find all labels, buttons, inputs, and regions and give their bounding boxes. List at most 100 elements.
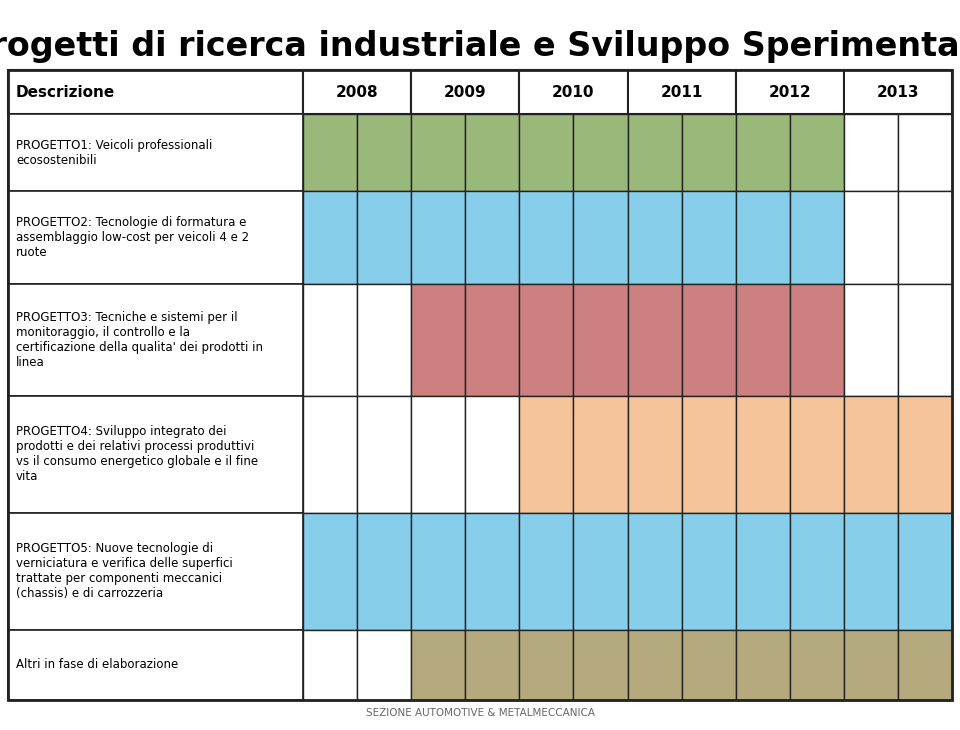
Bar (466, 284, 519, 396)
Bar (790, 512, 844, 630)
Bar (357, 512, 411, 630)
Bar (682, 630, 735, 700)
Bar (519, 191, 573, 284)
Bar (844, 512, 898, 630)
Bar (519, 630, 573, 700)
Bar (357, 115, 411, 191)
Bar (735, 70, 844, 115)
Text: PROGETTO3: Tecniche e sistemi per il
monitoraggio, il controllo e la
certificazi: PROGETTO3: Tecniche e sistemi per il mon… (16, 311, 263, 369)
Bar (573, 396, 628, 512)
Bar (790, 284, 844, 396)
Bar (411, 512, 466, 630)
Bar (790, 115, 844, 191)
Bar (303, 191, 357, 284)
Bar (735, 191, 790, 284)
Bar (357, 284, 411, 396)
Bar (628, 396, 682, 512)
Bar (8, 512, 303, 630)
Bar (844, 396, 898, 512)
Bar (303, 396, 357, 512)
Bar (682, 115, 735, 191)
Bar (466, 191, 519, 284)
Bar (303, 630, 357, 700)
Text: 2011: 2011 (660, 85, 703, 100)
Bar (573, 630, 628, 700)
Text: PROGETTO1: Veicoli professionali
ecosostenibili: PROGETTO1: Veicoli professionali ecosost… (16, 139, 212, 166)
Bar (411, 115, 466, 191)
Text: PROGETTO2: Tecnologie di formatura e
assemblaggio low-cost per veicoli 4 e 2
ruo: PROGETTO2: Tecnologie di formatura e ass… (16, 216, 250, 259)
Bar (898, 284, 952, 396)
Bar (790, 630, 844, 700)
Bar (682, 396, 735, 512)
Bar (898, 191, 952, 284)
Bar (573, 191, 628, 284)
Bar (357, 191, 411, 284)
Bar (628, 630, 682, 700)
Bar (8, 115, 303, 191)
Bar (735, 630, 790, 700)
Bar (898, 512, 952, 630)
Bar (735, 284, 790, 396)
Bar (411, 396, 466, 512)
Bar (519, 512, 573, 630)
Bar (8, 70, 303, 115)
Bar (735, 115, 790, 191)
Bar (898, 396, 952, 512)
Text: PROGETTO5: Nuove tecnologie di
verniciatura e verifica delle superfici
trattate : PROGETTO5: Nuove tecnologie di verniciat… (16, 542, 232, 600)
Bar (411, 70, 519, 115)
Text: 2013: 2013 (876, 85, 919, 100)
Bar (790, 396, 844, 512)
Bar (844, 630, 898, 700)
Bar (303, 70, 411, 115)
Bar (898, 630, 952, 700)
Bar (628, 512, 682, 630)
Text: SEZIONE AUTOMOTIVE & METALMECCANICA: SEZIONE AUTOMOTIVE & METALMECCANICA (366, 708, 594, 718)
Text: Descrizione: Descrizione (16, 85, 115, 100)
Bar (466, 115, 519, 191)
Bar (573, 512, 628, 630)
Bar (573, 284, 628, 396)
Bar (411, 630, 466, 700)
Bar (8, 70, 952, 700)
Text: 2010: 2010 (552, 85, 594, 100)
Bar (8, 284, 303, 396)
Text: PROGETTO4: Sviluppo integrato dei
prodotti e dei relativi processi produttivi
vs: PROGETTO4: Sviluppo integrato dei prodot… (16, 425, 258, 483)
Bar (519, 70, 628, 115)
Bar (735, 512, 790, 630)
Bar (466, 396, 519, 512)
Bar (303, 512, 357, 630)
Bar (898, 115, 952, 191)
Bar (844, 70, 952, 115)
Bar (844, 115, 898, 191)
Bar (735, 396, 790, 512)
Bar (8, 630, 303, 700)
Text: 2008: 2008 (336, 85, 378, 100)
Bar (628, 115, 682, 191)
Bar (411, 284, 466, 396)
Bar (682, 191, 735, 284)
Bar (303, 115, 357, 191)
Bar (519, 396, 573, 512)
Bar (682, 512, 735, 630)
Bar (8, 191, 303, 284)
Bar (628, 284, 682, 396)
Bar (357, 630, 411, 700)
Bar (844, 191, 898, 284)
Bar (844, 284, 898, 396)
Text: Progetti di ricerca industriale e Sviluppo Sperimentale: Progetti di ricerca industriale e Svilup… (0, 30, 960, 63)
Bar (466, 630, 519, 700)
Bar (8, 396, 303, 512)
Bar (628, 70, 735, 115)
Bar (357, 396, 411, 512)
Text: 2012: 2012 (768, 85, 811, 100)
Bar (519, 115, 573, 191)
Bar (628, 191, 682, 284)
Bar (519, 284, 573, 396)
Text: 2009: 2009 (444, 85, 487, 100)
Bar (411, 191, 466, 284)
Text: Altri in fase di elaborazione: Altri in fase di elaborazione (16, 658, 179, 672)
Bar (466, 512, 519, 630)
Bar (573, 115, 628, 191)
Bar (303, 284, 357, 396)
Bar (790, 191, 844, 284)
